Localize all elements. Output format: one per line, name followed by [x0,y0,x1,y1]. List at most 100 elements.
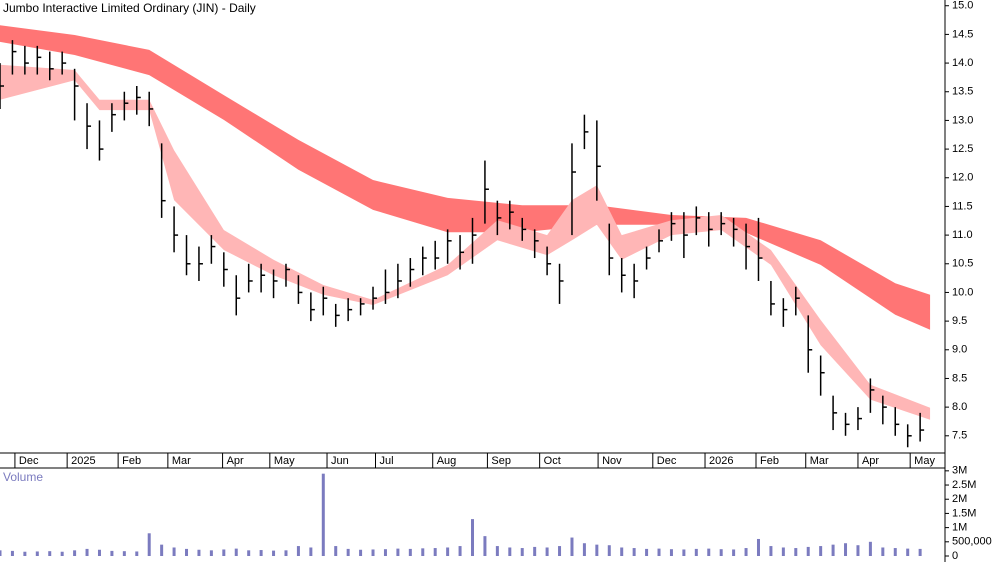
volume-bar [359,549,363,556]
volume-bar [483,536,487,556]
volume-bar [881,547,885,556]
volume-bar [694,548,698,556]
volume-bar [135,551,139,556]
volume-bar [520,548,524,556]
volume-bar [35,551,39,556]
volume-bar [918,548,922,556]
volume-bar [408,548,412,556]
x-tick-label: Sep [491,455,511,467]
x-tick-label: Feb [760,455,779,467]
volume-bar [85,548,89,556]
volume-bar [756,538,760,556]
volume-bar [309,547,313,556]
x-tick-label: Dec [19,455,39,467]
volume-bar [868,541,872,556]
volume-bar [73,550,77,556]
volume-bar [458,546,462,556]
volume-bar [284,550,288,556]
volume-bar [321,473,325,556]
volume-bar [657,548,661,556]
x-tick-label: 2026 [709,455,733,467]
volume-bar [533,546,537,556]
y-tick-label: 10.5 [952,258,973,270]
volume-bar [632,548,636,556]
volume-bar [682,549,686,556]
volume-bar [893,548,897,556]
volume-bar [645,548,649,556]
volume-bar [570,537,574,556]
volume-title: Volume [3,470,43,484]
volume-bar [545,547,549,556]
y-tick-label: 2.5M [952,479,976,491]
volume-bar [346,548,350,556]
volume-bar [906,548,910,556]
volume-bar [719,549,723,556]
volume-bar [831,544,835,556]
y-tick-label: 14.0 [952,57,973,69]
volume-bar [10,550,14,556]
x-tick-label: Oct [544,455,561,467]
volume-bar [97,549,101,556]
y-tick-label: 11.5 [952,200,973,212]
x-tick-label: Jul [380,455,394,467]
y-tick-label: 9.5 [952,315,967,327]
volume-bar [471,519,474,556]
volume-bar [396,548,400,556]
x-tick-label: Jun [331,455,349,467]
x-tick-label: Apr [862,455,879,467]
x-tick-label: Nov [602,455,622,467]
volume-bar [707,548,711,556]
x-tick-label: May [274,455,295,467]
volume-bar [222,549,226,556]
volume-bar [371,549,375,556]
volume-bar [769,546,773,556]
y-tick-label: 12.0 [952,172,973,184]
volume-bar [582,543,586,556]
volume-bar [197,549,201,556]
volume-bar [669,549,673,556]
y-tick-label: 14.5 [952,28,973,40]
volume-bar [607,545,611,556]
y-tick-label: 13.5 [952,86,973,98]
volume-bar [844,543,848,556]
x-tick-label: Feb [122,455,141,467]
volume-bar [433,548,437,556]
volume-bar [0,550,2,556]
volume-bar [508,547,512,556]
x-tick-label: 2025 [71,455,95,467]
volume-bar [856,545,860,556]
y-tick-label: 0 [952,550,958,562]
volume-bar [122,551,126,556]
volume-bar [259,550,263,556]
x-tick-label: Mar [810,455,829,467]
volume-bar [744,548,748,556]
volume-bar [620,547,624,556]
volume-bar [48,551,52,556]
y-tick-label: 12.5 [952,143,973,155]
y-tick-label: 11.0 [952,229,973,241]
volume-bar [272,550,276,556]
volume-bar [247,550,251,556]
volume-bar [185,548,189,556]
y-tick-label: 500,000 [952,536,992,548]
volume-bar [60,551,64,556]
volume-bar [781,547,785,556]
slow-band [0,25,931,330]
volume-bar [806,546,810,556]
volume-bar [296,546,300,556]
volume-bar [160,544,164,556]
x-tick-label: Aug [437,455,457,467]
volume-bar [234,548,238,556]
y-tick-label: 1.5M [952,507,976,519]
volume-bar [172,547,176,556]
volume-bar [147,533,151,556]
volume-bar [495,546,499,556]
volume-bar [110,550,114,556]
y-tick-label: 8.0 [952,401,967,413]
volume-bar [446,547,450,556]
y-tick-label: 7.5 [952,430,967,442]
x-tick-label: Mar [172,455,191,467]
volume-bar [732,549,736,556]
volume-bar [819,546,823,556]
